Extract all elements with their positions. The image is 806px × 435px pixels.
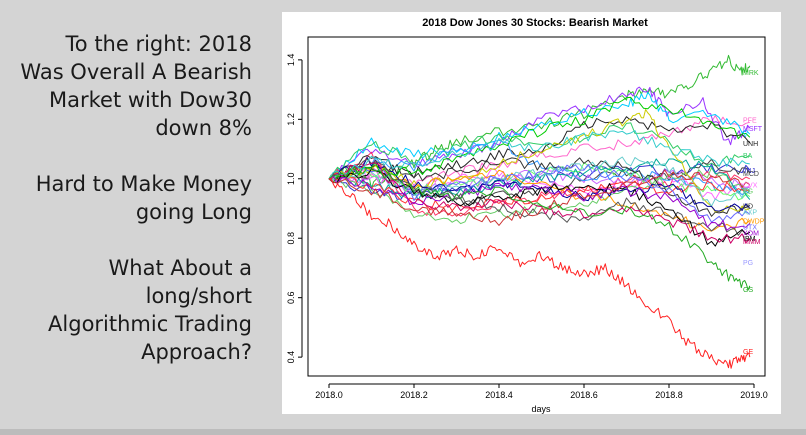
series-end-label: XOM <box>743 230 759 237</box>
plot-frame <box>307 36 766 377</box>
series-line-utx <box>328 163 751 223</box>
series-line-dwdp <box>328 166 751 232</box>
series-end-label: PFE <box>743 117 757 124</box>
series-line-mmm <box>328 162 751 244</box>
series-end-label: AXP <box>743 209 757 216</box>
series-end-label: MRK <box>743 70 759 77</box>
chart-title: 2018 Dow Jones 30 Stocks: Bearish Market <box>422 17 648 29</box>
series-line-nke <box>328 96 751 183</box>
series-line-trv <box>328 162 751 201</box>
series-line-intc <box>328 139 751 196</box>
series-end-label: PG <box>743 189 753 196</box>
x-tick-label: 2019.0 <box>740 390 768 400</box>
bottom-strip <box>0 429 806 435</box>
series-end-label: GE <box>743 349 753 356</box>
y-tick-label: 0.8 <box>286 232 296 245</box>
paragraph-3: What About a long/short Algorithmic Trad… <box>0 254 252 366</box>
series-end-label: BA <box>743 153 753 160</box>
text-line: Market with Dow30 <box>48 88 252 112</box>
y-tick-label: 1.0 <box>286 173 296 186</box>
series-end-label: MSFT <box>743 126 763 133</box>
x-tick-label: 2018.8 <box>655 390 683 400</box>
series-line-vz <box>328 158 751 201</box>
text-line: Algorithmic Trading <box>48 312 252 336</box>
y-tick-label: 1.4 <box>286 54 296 67</box>
series-end-label: DWDP <box>743 218 765 225</box>
text-line: To the right: 2018 <box>65 32 252 56</box>
series-end-label: GS <box>743 287 753 294</box>
series-line-xom <box>328 175 751 231</box>
text-line: long/short <box>145 284 252 308</box>
text-line: What About a <box>108 256 252 280</box>
series-line-wba <box>328 169 751 226</box>
series-end-label: PG <box>743 260 753 267</box>
series-line-gs <box>328 167 751 291</box>
series-end-label: UNH <box>743 141 758 148</box>
series-line-cat <box>328 158 750 236</box>
slide-text: To the right: 2018 Was Overall A Bearish… <box>0 30 252 366</box>
text-line: Approach? <box>141 340 252 364</box>
series-line-axp <box>328 156 751 207</box>
x-tick-label: 2018.2 <box>400 390 428 400</box>
series-end-label: IBM <box>743 236 756 243</box>
y-tick-label: 0.6 <box>286 291 296 304</box>
series-end-label: HD <box>743 204 753 211</box>
series-end-label: MCD <box>743 171 759 178</box>
chart-panel: 2018 Dow Jones 30 Stocks: Bearish Market… <box>282 12 781 414</box>
series-line-csco <box>328 130 750 180</box>
paragraph-1: To the right: 2018 Was Overall A Bearish… <box>0 30 252 142</box>
series-end-label: MMM <box>743 239 761 246</box>
series-line-ba <box>328 122 751 180</box>
series-end-label: JNJ <box>743 168 755 175</box>
series-layer <box>328 54 751 369</box>
text-line: Hard to Make Money <box>35 172 252 196</box>
y-tick-label: 0.4 <box>286 351 296 364</box>
line-chart: 2018 Dow Jones 30 Stocks: Bearish Market… <box>286 17 768 414</box>
x-axis-label: days <box>531 404 551 414</box>
end-label-layer: MRKPFEMSFTVUNHBAJNJMCDCVXPGHDAXPDWDPUTXX… <box>743 70 765 356</box>
x-tick-label: 2018.0 <box>315 390 343 400</box>
series-line-ge <box>328 177 751 369</box>
text-line: Was Overall A Bearish <box>20 60 252 84</box>
series-end-label: V <box>743 132 748 139</box>
text-line: going Long <box>135 200 252 224</box>
x-tick-label: 2018.4 <box>485 390 513 400</box>
series-line-ibm <box>328 168 751 247</box>
x-tick-label: 2018.6 <box>570 390 598 400</box>
axis-layer: 2018.0 2018.2 2018.4 2018.6 2018.8 2019.0 0.4 0… <box>286 54 768 400</box>
y-tick-label: 1.2 <box>286 113 296 126</box>
series-end-label: UTX <box>743 224 757 231</box>
series-line-v <box>328 91 751 180</box>
text-line: down 8% <box>155 116 252 140</box>
paragraph-2: Hard to Make Money going Long <box>0 170 252 226</box>
series-end-label: CVX <box>743 183 758 190</box>
